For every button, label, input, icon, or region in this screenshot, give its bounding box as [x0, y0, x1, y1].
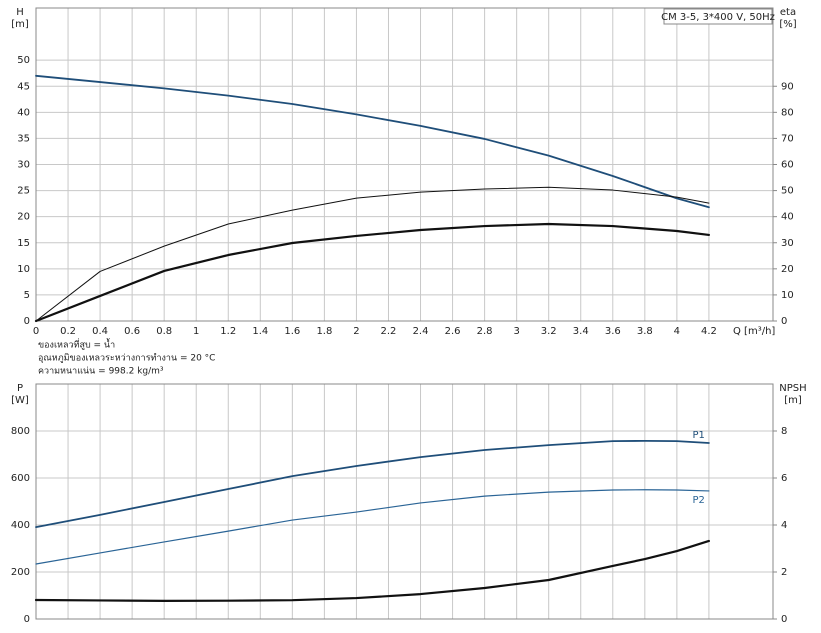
y-tick-label: 0 — [24, 316, 30, 327]
y-tick-label: 10 — [17, 264, 30, 275]
y-tick-label: 200 — [11, 567, 30, 578]
y-tick-label: 40 — [17, 107, 30, 118]
curve — [34, 222, 711, 323]
x-tick-label: 1.6 — [284, 326, 300, 337]
y2-tick-label: 2 — [781, 567, 787, 578]
series-label: P2 — [693, 495, 705, 506]
x-tick-label: 1 — [193, 326, 199, 337]
x-tick-label: 3.6 — [605, 326, 621, 337]
x-tick-label: 2.2 — [381, 326, 397, 337]
y-tick-label: 0 — [24, 614, 30, 625]
x-tick-label: 1.4 — [252, 326, 268, 337]
x-tick-label: 0.8 — [156, 326, 172, 337]
y2-axis-label: eta — [780, 7, 796, 18]
plot-area — [36, 384, 773, 619]
y-axis-label: H — [16, 7, 24, 18]
curve — [35, 439, 710, 529]
y2-tick-label: 10 — [781, 290, 794, 301]
curve — [35, 74, 710, 209]
x-tick-label: 1.2 — [220, 326, 236, 337]
y2-tick-label: 8 — [781, 426, 787, 437]
plot-frame — [35, 383, 774, 620]
y-tick-label: 5 — [24, 290, 30, 301]
x-tick-label: 0.2 — [60, 326, 76, 337]
y2-tick-label: 30 — [781, 238, 794, 249]
x-tick-label: 1.8 — [316, 326, 332, 337]
curve — [35, 186, 710, 322]
curve — [35, 489, 710, 565]
annotation: ของเหลวที่สูบ = น้ำ — [38, 338, 115, 351]
x-tick-label: 0 — [33, 326, 39, 337]
x-tick-label: 3.8 — [637, 326, 653, 337]
x-tick-label: 0.4 — [92, 326, 108, 337]
annotation: อุณหภูมิของเหลวระหว่างการทำงาน = 20 °C — [38, 353, 215, 364]
x-axis-label: Q [m³/h] — [733, 326, 775, 337]
y2-tick-label: 4 — [781, 520, 787, 531]
x-tick-label: 2.4 — [413, 326, 429, 337]
y2-tick-label: 80 — [781, 107, 794, 118]
y-tick-label: 35 — [17, 133, 30, 144]
y-axis-label: P — [17, 383, 23, 394]
y-tick-label: 30 — [17, 160, 30, 171]
y-tick-label: 25 — [17, 186, 30, 197]
x-tick-label: 3.4 — [573, 326, 589, 337]
curve — [34, 539, 711, 603]
title-box — [663, 8, 773, 25]
chart-title: CM 3-5, 3*400 V, 50Hz — [661, 12, 775, 23]
y2-axis-label: NPSH — [779, 383, 806, 394]
x-tick-label: 2 — [353, 326, 359, 337]
y-tick-label: 20 — [17, 212, 30, 223]
y2-tick-label: 60 — [781, 160, 794, 171]
x-tick-label: 0.6 — [124, 326, 140, 337]
x-tick-label: 3.2 — [541, 326, 557, 337]
x-tick-label: 4.2 — [701, 326, 717, 337]
x-tick-label: 3 — [513, 326, 519, 337]
y-tick-label: 600 — [11, 473, 30, 484]
y2-tick-label: 0 — [781, 316, 787, 327]
y2-tick-label: 0 — [781, 614, 787, 625]
y-tick-label: 400 — [11, 520, 30, 531]
y-axis-unit: [W] — [11, 395, 29, 406]
plot-frame — [35, 7, 774, 322]
annotation: ความหนาแน่น = 998.2 kg/m³ — [38, 367, 164, 377]
y2-tick-label: 90 — [781, 81, 794, 92]
y2-axis-unit: [m] — [784, 395, 802, 406]
x-tick-label: 4 — [674, 326, 680, 337]
series-label: P1 — [693, 430, 705, 441]
y-tick-label: 15 — [17, 238, 30, 249]
y2-tick-label: 40 — [781, 212, 794, 223]
x-tick-label: 2.6 — [445, 326, 461, 337]
y-axis-unit: [m] — [11, 19, 29, 30]
y-tick-label: 50 — [17, 55, 30, 66]
y2-axis-unit: [%] — [779, 19, 796, 30]
x-tick-label: 2.8 — [477, 326, 493, 337]
y-tick-label: 45 — [17, 81, 30, 92]
y2-tick-label: 6 — [781, 473, 787, 484]
y2-tick-label: 70 — [781, 133, 794, 144]
y-tick-label: 800 — [11, 426, 30, 437]
y2-tick-label: 20 — [781, 264, 794, 275]
y2-tick-label: 50 — [781, 186, 794, 197]
